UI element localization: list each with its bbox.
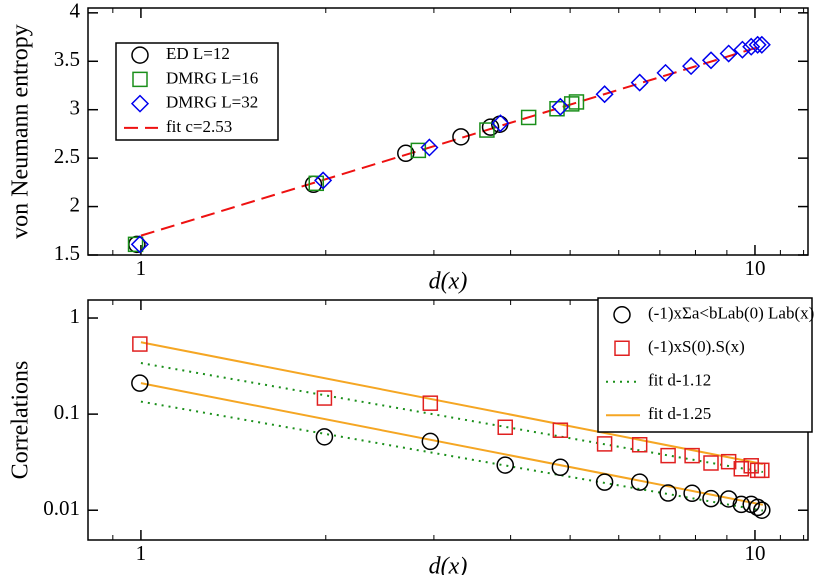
marker [479,122,495,138]
marker [316,390,333,406]
marker [130,235,149,254]
marker [497,419,513,436]
x-axis-label: d(x) [429,269,468,295]
legend-label: DMRG L=32 [166,93,258,112]
marker [491,114,510,133]
marker [596,436,613,452]
marker [719,44,738,63]
marker [701,51,721,70]
y-axis-label: von Neumann entropy [8,24,34,239]
legend-label: (-1)xS(0).S(x) [648,337,745,356]
marker [520,109,537,126]
marker [754,462,770,479]
y-tick-label: 2.5 [54,144,80,168]
y-tick-label: 0.1 [54,400,80,424]
legend-marker [130,94,150,113]
marker [551,97,570,116]
legend-label: ED L=12 [166,44,230,63]
marker [127,236,144,253]
marker [684,447,700,464]
y-axis-label: Correlations [8,361,34,480]
y-tick-label: 1 [70,304,81,328]
marker [551,458,570,477]
marker [314,171,333,190]
marker [452,128,470,146]
fit-line [140,44,764,237]
marker [630,473,649,491]
marker [656,63,675,82]
marker [703,455,719,471]
marker [568,94,585,110]
legend-marker [613,306,631,324]
y-tick-label: 3.5 [54,47,80,71]
marker [742,37,761,56]
y-tick-label: 1.5 [54,241,80,265]
marker [132,336,148,352]
fit-line [140,341,764,465]
marker [630,73,649,92]
legend-box [115,42,279,141]
plot-frame [87,7,809,256]
legend-label: fit c=2.53 [166,117,232,136]
y-tick-label: 0.01 [43,496,80,520]
legend-label: fit d-1.12 [648,371,711,390]
marker [659,484,677,502]
x-tick-label: 10 [744,256,765,280]
marker [397,144,415,163]
marker [481,118,500,136]
marker [422,395,439,411]
marker [308,175,325,192]
marker [421,432,440,451]
marker [595,473,614,491]
marker [702,489,720,508]
marker [595,85,614,104]
legend-label: DMRG L=16 [166,68,258,87]
marker [732,495,751,514]
x-tick-label: 10 [744,541,765,565]
marker [752,35,771,54]
x-axis-label: d(x) [429,554,468,575]
legend-marker [614,340,630,356]
plot-area [131,336,771,519]
marker [682,57,701,76]
y-tick-label: 4 [70,0,81,23]
y-tick-label: 2 [70,192,81,216]
marker [315,428,334,446]
legend-marker [131,46,149,64]
marker [552,422,569,438]
marker [496,456,514,474]
marker [660,447,676,464]
marker [748,35,767,54]
marker [748,498,767,517]
marker [683,484,701,503]
fit-line [140,400,764,512]
x-tick-label: 1 [136,256,147,280]
marker [631,437,648,453]
legend-label: fit d-1.25 [648,404,711,423]
marker [719,490,738,508]
marker [420,138,439,157]
marker [733,40,752,59]
fit-line [140,362,764,473]
plot-area [127,35,771,254]
legend-label: (-1)xΣa<bLab(0) Lab(x) [648,304,814,323]
x-tick-label: 1 [136,541,147,565]
marker [131,374,149,392]
fit-line [140,382,764,506]
marker [753,501,771,519]
marker [733,461,750,477]
legend-box [597,297,813,433]
legend-marker [132,71,148,88]
y-tick-label: 3 [70,96,81,120]
